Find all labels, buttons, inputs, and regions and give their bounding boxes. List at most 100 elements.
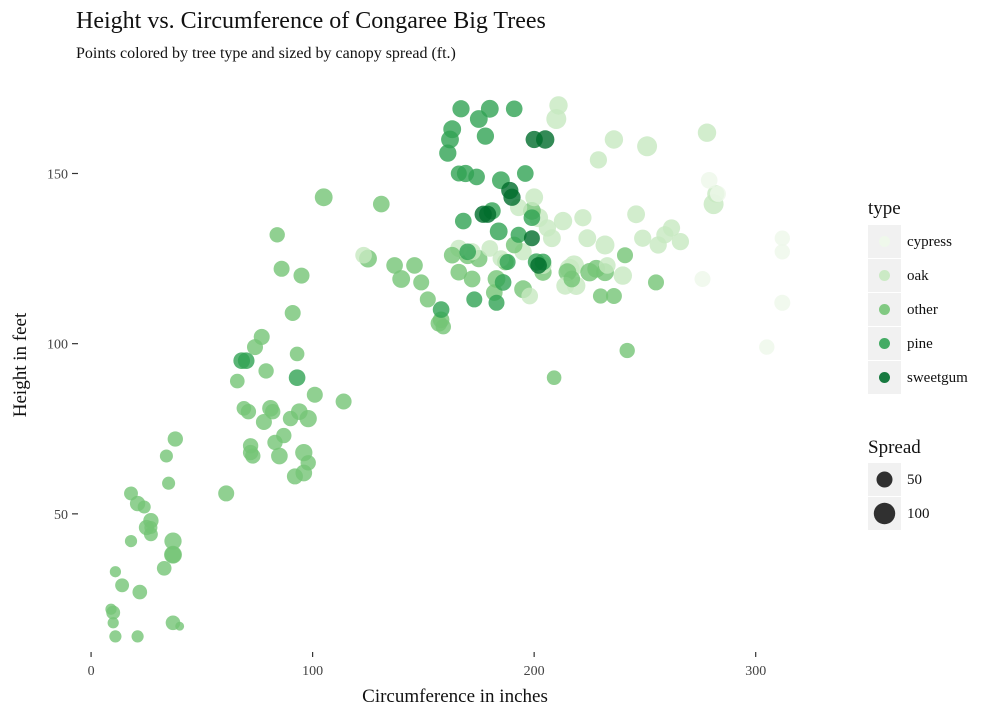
data-point-pine <box>499 253 516 271</box>
data-point-other <box>162 476 176 490</box>
legend-size-label: 100 <box>907 506 930 522</box>
data-point-pine <box>510 226 527 243</box>
data-point-pine <box>488 294 505 311</box>
data-point-cypress <box>709 185 727 202</box>
data-point-other <box>132 584 148 600</box>
data-point-pine <box>476 127 495 145</box>
data-point-sweetgum <box>523 230 540 247</box>
data-point-oak <box>538 219 557 237</box>
data-point-other <box>144 520 158 535</box>
legend-label-pine: pine <box>907 336 933 352</box>
data-point-oak <box>574 209 592 227</box>
data-point-oak <box>613 266 632 285</box>
data-point-other <box>463 270 481 288</box>
legend-swatch-other <box>879 304 890 315</box>
data-point-pine <box>523 209 541 227</box>
data-point-other <box>131 630 144 643</box>
data-point-oak <box>634 229 652 247</box>
data-point-oak <box>578 229 597 248</box>
data-point-other <box>619 342 635 359</box>
data-point-other <box>156 560 172 576</box>
legend-label-oak: oak <box>907 268 929 284</box>
data-point-pine <box>439 144 457 162</box>
data-point-other <box>335 393 352 410</box>
data-point-other <box>265 404 281 420</box>
data-point-other <box>592 288 609 304</box>
data-point-other <box>271 447 288 465</box>
x-tick-label: 300 <box>745 664 766 679</box>
data-point-other <box>124 486 138 501</box>
data-point-oak <box>627 205 646 224</box>
data-point-other <box>293 267 310 284</box>
data-point-other <box>605 287 622 305</box>
data-point-cypress <box>774 244 790 260</box>
x-tick-label: 100 <box>302 664 323 679</box>
data-point-cypress <box>700 171 718 189</box>
data-point-sweetgum <box>503 188 521 206</box>
legend-type-title: type <box>868 198 901 219</box>
data-point-pine <box>480 99 499 118</box>
data-point-other <box>109 630 122 643</box>
y-tick-label: 100 <box>47 338 68 353</box>
data-point-oak <box>553 211 573 231</box>
data-point-other <box>175 621 185 631</box>
y-tick-label: 150 <box>47 167 68 182</box>
data-point-other <box>258 363 274 379</box>
x-axis-title: Circumference in inches <box>362 686 548 707</box>
data-point-oak <box>662 219 681 237</box>
legend-size-swatch <box>876 471 893 488</box>
legend-spread-title: Spread <box>868 437 921 458</box>
data-point-other <box>137 500 151 514</box>
data-point-other <box>413 274 430 291</box>
data-point-pine <box>516 165 534 182</box>
data-point-other <box>406 257 423 274</box>
data-point-other <box>167 431 183 447</box>
data-point-other <box>647 274 665 291</box>
data-point-other <box>105 603 117 615</box>
data-point-other <box>229 373 245 389</box>
data-point-pine <box>237 352 255 370</box>
data-point-oak <box>521 287 539 305</box>
data-point-other <box>273 260 290 277</box>
data-point-other <box>159 449 173 463</box>
data-point-other <box>284 304 301 322</box>
data-point-other <box>450 263 468 281</box>
data-point-pine <box>288 369 306 387</box>
data-point-pine <box>468 168 485 186</box>
data-point-other <box>253 328 270 345</box>
data-point-oak <box>604 130 624 149</box>
data-point-other <box>282 410 299 427</box>
data-point-other <box>218 485 235 502</box>
data-point-pine <box>494 274 512 291</box>
y-tick-label: 50 <box>54 508 68 523</box>
x-axis: 0 100 200 300 <box>88 652 766 679</box>
chart-title: Height vs. Circumference of Congaree Big… <box>76 8 546 34</box>
data-point-pine <box>459 243 477 261</box>
data-point-oak <box>595 235 615 255</box>
data-point-other <box>236 400 252 416</box>
legend-size-label: 50 <box>907 472 922 488</box>
data-point-other <box>289 346 305 362</box>
data-point-oak <box>589 151 608 169</box>
data-point-oak <box>481 240 499 257</box>
data-point-pine <box>450 165 467 182</box>
data-point-other <box>386 257 403 274</box>
data-point-other <box>372 195 390 213</box>
x-tick-label: 0 <box>88 664 95 679</box>
data-point-other <box>314 188 333 207</box>
legend-spread: Spread 50 100 <box>868 437 930 530</box>
data-point-oak <box>697 123 717 142</box>
data-point-other <box>435 319 451 335</box>
data-point-cypress <box>774 230 790 246</box>
data-point-other <box>300 455 316 471</box>
legend-swatch-oak <box>879 270 890 281</box>
data-point-other <box>255 413 272 431</box>
data-point-other <box>419 291 436 308</box>
data-point-other <box>269 227 285 243</box>
data-point-other <box>616 247 634 264</box>
data-point-oak <box>637 136 658 157</box>
data-point-pine <box>443 120 462 139</box>
data-point-pine <box>452 100 470 118</box>
data-point-pine <box>432 301 450 318</box>
